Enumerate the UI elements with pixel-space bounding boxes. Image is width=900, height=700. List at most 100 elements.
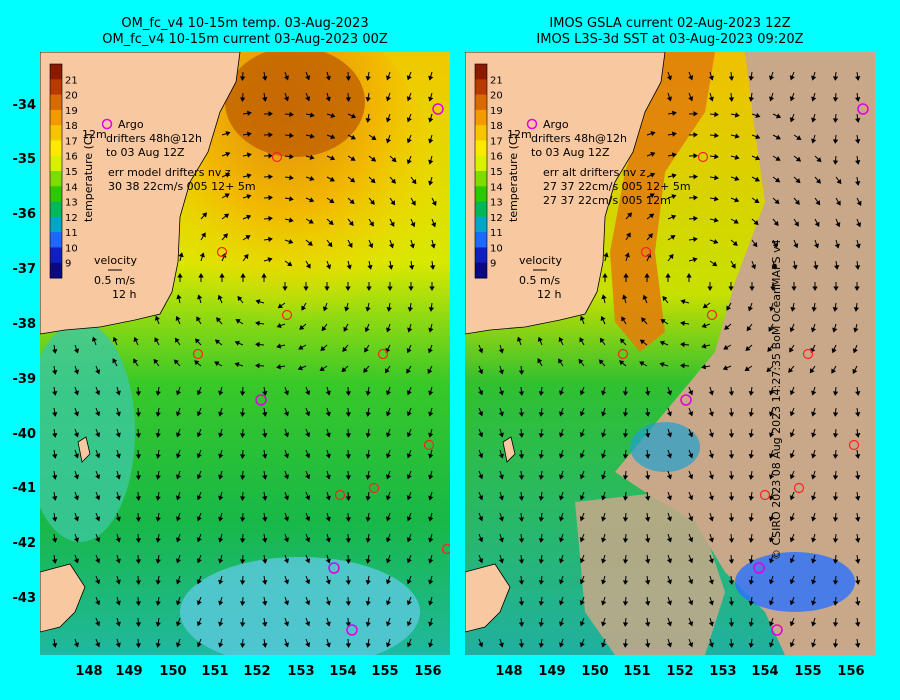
current-arrowhead xyxy=(622,475,629,480)
current-arrowhead xyxy=(811,411,817,417)
current-arrowhead xyxy=(345,412,352,417)
lon-tick: 150 xyxy=(581,664,609,679)
current-arrowhead xyxy=(135,538,142,543)
current-arrowhead xyxy=(518,475,525,480)
current-arrowhead xyxy=(428,642,434,648)
current-arrowhead xyxy=(789,621,795,627)
current-arrowhead xyxy=(196,390,202,396)
current-arrowhead xyxy=(660,319,666,324)
current-arrowhead xyxy=(752,242,758,248)
colorbar-swatch xyxy=(50,109,62,126)
current-arrowhead xyxy=(579,516,585,522)
current-arrowhead xyxy=(754,176,760,182)
colorbar-swatch xyxy=(475,109,487,126)
current-arrowhead xyxy=(748,391,754,396)
current-arrowhead xyxy=(836,179,842,185)
current-arrowhead xyxy=(680,299,686,305)
current-arrowhead xyxy=(668,253,674,260)
current-arrowhead xyxy=(518,370,525,375)
current-arrowhead xyxy=(239,454,246,459)
left-title-line-2: OM_fc_v4 10-15m current 03-Aug-2023 00Z xyxy=(102,32,388,47)
current-arrowhead xyxy=(853,327,859,333)
current-arrowhead xyxy=(647,233,653,239)
colorbar-swatch xyxy=(50,186,62,203)
current-arrowhead xyxy=(748,433,754,438)
current-arrowhead xyxy=(748,622,754,627)
current-arrowhead xyxy=(283,453,290,459)
velocity-legend-time: 12 h xyxy=(537,288,561,301)
current-arrowhead xyxy=(809,368,815,374)
current-arrowhead xyxy=(406,411,412,417)
current-arrowhead xyxy=(217,294,223,300)
current-arrowhead xyxy=(283,432,290,438)
current-arrowhead xyxy=(579,600,585,606)
current-arrowhead xyxy=(349,199,355,205)
current-arrowhead xyxy=(811,642,817,648)
current-arrowhead xyxy=(855,601,861,606)
current-arrowhead xyxy=(728,454,735,459)
current-arrowhead xyxy=(688,411,694,417)
current-arrowhead xyxy=(478,348,484,354)
current-arrowhead xyxy=(498,390,504,396)
current-arrowhead xyxy=(345,580,352,585)
current-arrowhead xyxy=(289,153,294,160)
current-arrowhead xyxy=(348,220,354,226)
current-arrowhead xyxy=(368,243,374,249)
current-arrowhead xyxy=(283,558,290,564)
current-arrowhead xyxy=(155,390,161,396)
current-arrowhead xyxy=(538,496,545,501)
colorbar-tick: 11 xyxy=(65,228,78,239)
lat-tick: -37 xyxy=(12,262,37,277)
current-arrowhead xyxy=(748,559,754,564)
current-arrowhead xyxy=(693,215,698,222)
current-arrowhead xyxy=(728,286,734,291)
land-small-island xyxy=(77,436,91,463)
current-arrowhead xyxy=(753,220,759,226)
current-arrowhead xyxy=(811,600,817,606)
current-arrowhead xyxy=(622,391,629,396)
current-arrowhead xyxy=(365,474,371,480)
current-arrowhead xyxy=(283,621,290,627)
current-arrowhead xyxy=(498,432,504,438)
current-arrowhead xyxy=(406,642,412,648)
current-arrowhead xyxy=(262,411,268,417)
current-arrowhead xyxy=(175,453,182,459)
current-arrowhead xyxy=(714,174,719,181)
current-arrowhead xyxy=(769,474,775,480)
current-arrowhead xyxy=(708,642,714,648)
current-arrowhead xyxy=(406,348,412,354)
cool-patch xyxy=(180,557,420,655)
current-arrowhead xyxy=(343,326,349,332)
current-arrowhead xyxy=(478,474,484,480)
current-arrowhead xyxy=(218,621,224,627)
current-arrowhead xyxy=(538,601,545,606)
current-arrowhead xyxy=(112,358,118,364)
depth-label: 12m xyxy=(507,128,532,141)
current-arrowhead xyxy=(811,579,817,585)
current-arrowhead xyxy=(708,453,714,459)
current-arrowhead xyxy=(305,558,311,564)
cloud-mask-south xyxy=(575,492,725,655)
current-arrowhead xyxy=(811,537,817,543)
current-arrowhead xyxy=(262,558,268,564)
current-arrowhead xyxy=(670,235,676,240)
current-arrowhead xyxy=(666,537,672,543)
current-arrowhead xyxy=(558,336,564,343)
current-arrowhead xyxy=(52,643,58,648)
current-arrowhead xyxy=(537,336,543,342)
lat-tick: -41 xyxy=(12,481,37,496)
current-arrowhead xyxy=(601,537,607,543)
current-arrowhead xyxy=(734,175,740,181)
current-arrowhead xyxy=(601,579,607,585)
current-arrowhead xyxy=(538,622,545,627)
current-arrowhead xyxy=(693,111,698,117)
current-arrowhead xyxy=(155,579,161,585)
current-arrowhead xyxy=(666,411,672,417)
colorbar-tick: 12 xyxy=(65,213,78,224)
current-arrowhead xyxy=(712,261,718,267)
current-arrowhead xyxy=(196,642,202,648)
current-arrowhead xyxy=(309,197,315,203)
current-arrowhead xyxy=(666,579,672,585)
current-arrowhead xyxy=(365,117,371,123)
current-arrowhead xyxy=(624,252,630,258)
